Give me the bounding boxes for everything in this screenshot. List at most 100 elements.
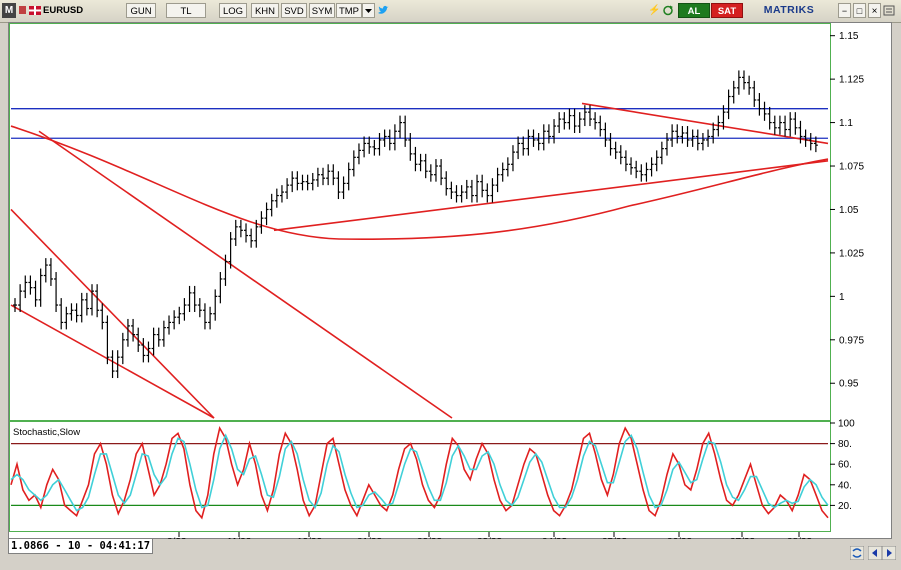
price-bar — [156, 327, 161, 347]
price-bar — [736, 70, 741, 95]
price-bar — [423, 153, 428, 179]
khn-button[interactable]: KHN — [251, 3, 279, 18]
price-bar — [418, 153, 423, 172]
symbol-label[interactable]: EURUSD — [43, 5, 84, 16]
price-bar — [187, 285, 192, 312]
price-bar — [485, 183, 490, 203]
price-bar — [367, 136, 372, 154]
price-bar — [95, 284, 100, 318]
price-bar — [695, 129, 700, 151]
price-bar — [387, 129, 392, 151]
price-axis-label: 1.1 — [839, 118, 853, 129]
chart-area[interactable]: 1.15 1.125 1.1 1.075 1.05 1.025 1 0.975 0.95 Stoc… — [8, 22, 893, 548]
price-bar — [552, 119, 557, 144]
price-axis-label: 0.975 — [839, 335, 864, 346]
sym-button[interactable]: SYM — [309, 3, 335, 18]
tl-button[interactable]: TL — [166, 3, 206, 18]
price-bar — [505, 157, 510, 177]
chart-svg[interactable]: 1.15 1.125 1.1 1.075 1.05 1.025 1 0.975 0.95 Stoc… — [9, 23, 893, 548]
scroll-right-icon[interactable] — [881, 545, 897, 561]
stochastic-d-line — [10, 433, 829, 512]
price-bar — [798, 120, 803, 144]
gun-button[interactable]: GUN — [126, 3, 156, 18]
descending-trendline — [38, 130, 453, 419]
price-bar — [182, 298, 187, 321]
price-bar — [726, 89, 731, 120]
price-bar — [120, 332, 125, 365]
price-bar — [398, 115, 403, 139]
price-axis-label: 1.075 — [839, 162, 864, 173]
price-bar — [377, 133, 382, 156]
price-bar — [346, 162, 351, 191]
stochastic-k-line — [10, 425, 829, 520]
price-bar — [510, 145, 515, 172]
price-bar — [813, 136, 818, 153]
price-bar — [18, 284, 23, 312]
price-bar — [403, 115, 408, 147]
price-bar — [706, 129, 711, 147]
price-bar — [238, 219, 243, 238]
refresh-icon[interactable] — [661, 3, 675, 18]
toolbar: M EURUSD GUN TL LOG KHN SVD SYM TMP ⚡ AL… — [0, 0, 901, 23]
price-bar — [428, 164, 433, 182]
dropdown-arrow-icon[interactable] — [362, 3, 375, 18]
price-bar — [305, 174, 310, 191]
minimize-button[interactable]: − — [838, 3, 851, 18]
price-bar — [464, 179, 469, 200]
price-bar — [392, 124, 397, 151]
price-bar — [233, 219, 238, 246]
price-bar — [336, 171, 341, 200]
price-bar — [582, 105, 587, 127]
price-bar — [244, 223, 249, 243]
price-bar — [618, 145, 623, 165]
scroll-left-icon[interactable] — [867, 545, 883, 561]
stochastic-title: Stochastic,Slow — [13, 427, 80, 438]
price-bar — [567, 108, 572, 130]
svd-button[interactable]: SVD — [281, 3, 307, 18]
price-bar — [38, 268, 43, 307]
price-bar — [172, 310, 177, 330]
log-button[interactable]: LOG — [219, 3, 247, 18]
price-bar — [664, 133, 669, 156]
price-bar — [321, 167, 326, 186]
price-bar — [295, 171, 300, 191]
sync-icon[interactable] — [849, 545, 865, 561]
price-bar — [721, 105, 726, 130]
tmp-button[interactable]: TMP — [336, 3, 362, 18]
al-buy-button[interactable]: AL — [678, 3, 710, 18]
price-bar — [613, 141, 618, 160]
twitter-icon[interactable] — [376, 3, 390, 18]
channel-upper-line — [10, 208, 215, 419]
stochastic-axis-label: 100 — [838, 419, 855, 430]
price-axis-label: 1.025 — [839, 248, 864, 259]
price-bar — [315, 167, 320, 187]
price-bar — [741, 70, 746, 90]
fav-icon[interactable] — [18, 3, 27, 18]
price-panel-frame — [9, 23, 831, 421]
sat-sell-button[interactable]: SAT — [711, 3, 743, 18]
price-axis-label: 1.05 — [839, 205, 859, 216]
price-bar — [783, 115, 788, 137]
price-bar — [259, 211, 264, 234]
lightning-icon[interactable]: ⚡ — [648, 5, 661, 16]
price-bar — [413, 146, 418, 172]
price-bar — [608, 133, 613, 156]
app-icon[interactable]: M — [2, 3, 16, 18]
price-bar — [747, 75, 752, 95]
price-bar — [788, 112, 793, 137]
settings-icon[interactable] — [882, 3, 896, 18]
price-bar — [536, 133, 541, 151]
price-bar — [351, 150, 356, 177]
price-bar — [125, 318, 130, 347]
price-bar — [541, 124, 546, 151]
maximize-button[interactable]: □ — [853, 3, 866, 18]
price-bar — [279, 185, 284, 203]
flag-icon — [28, 3, 42, 18]
price-bar — [526, 129, 531, 156]
price-bar — [654, 150, 659, 172]
price-bar — [516, 136, 521, 160]
price-bar — [803, 129, 808, 147]
close-button[interactable]: × — [868, 3, 881, 18]
price-bar — [254, 219, 259, 248]
price-bar — [757, 93, 762, 116]
